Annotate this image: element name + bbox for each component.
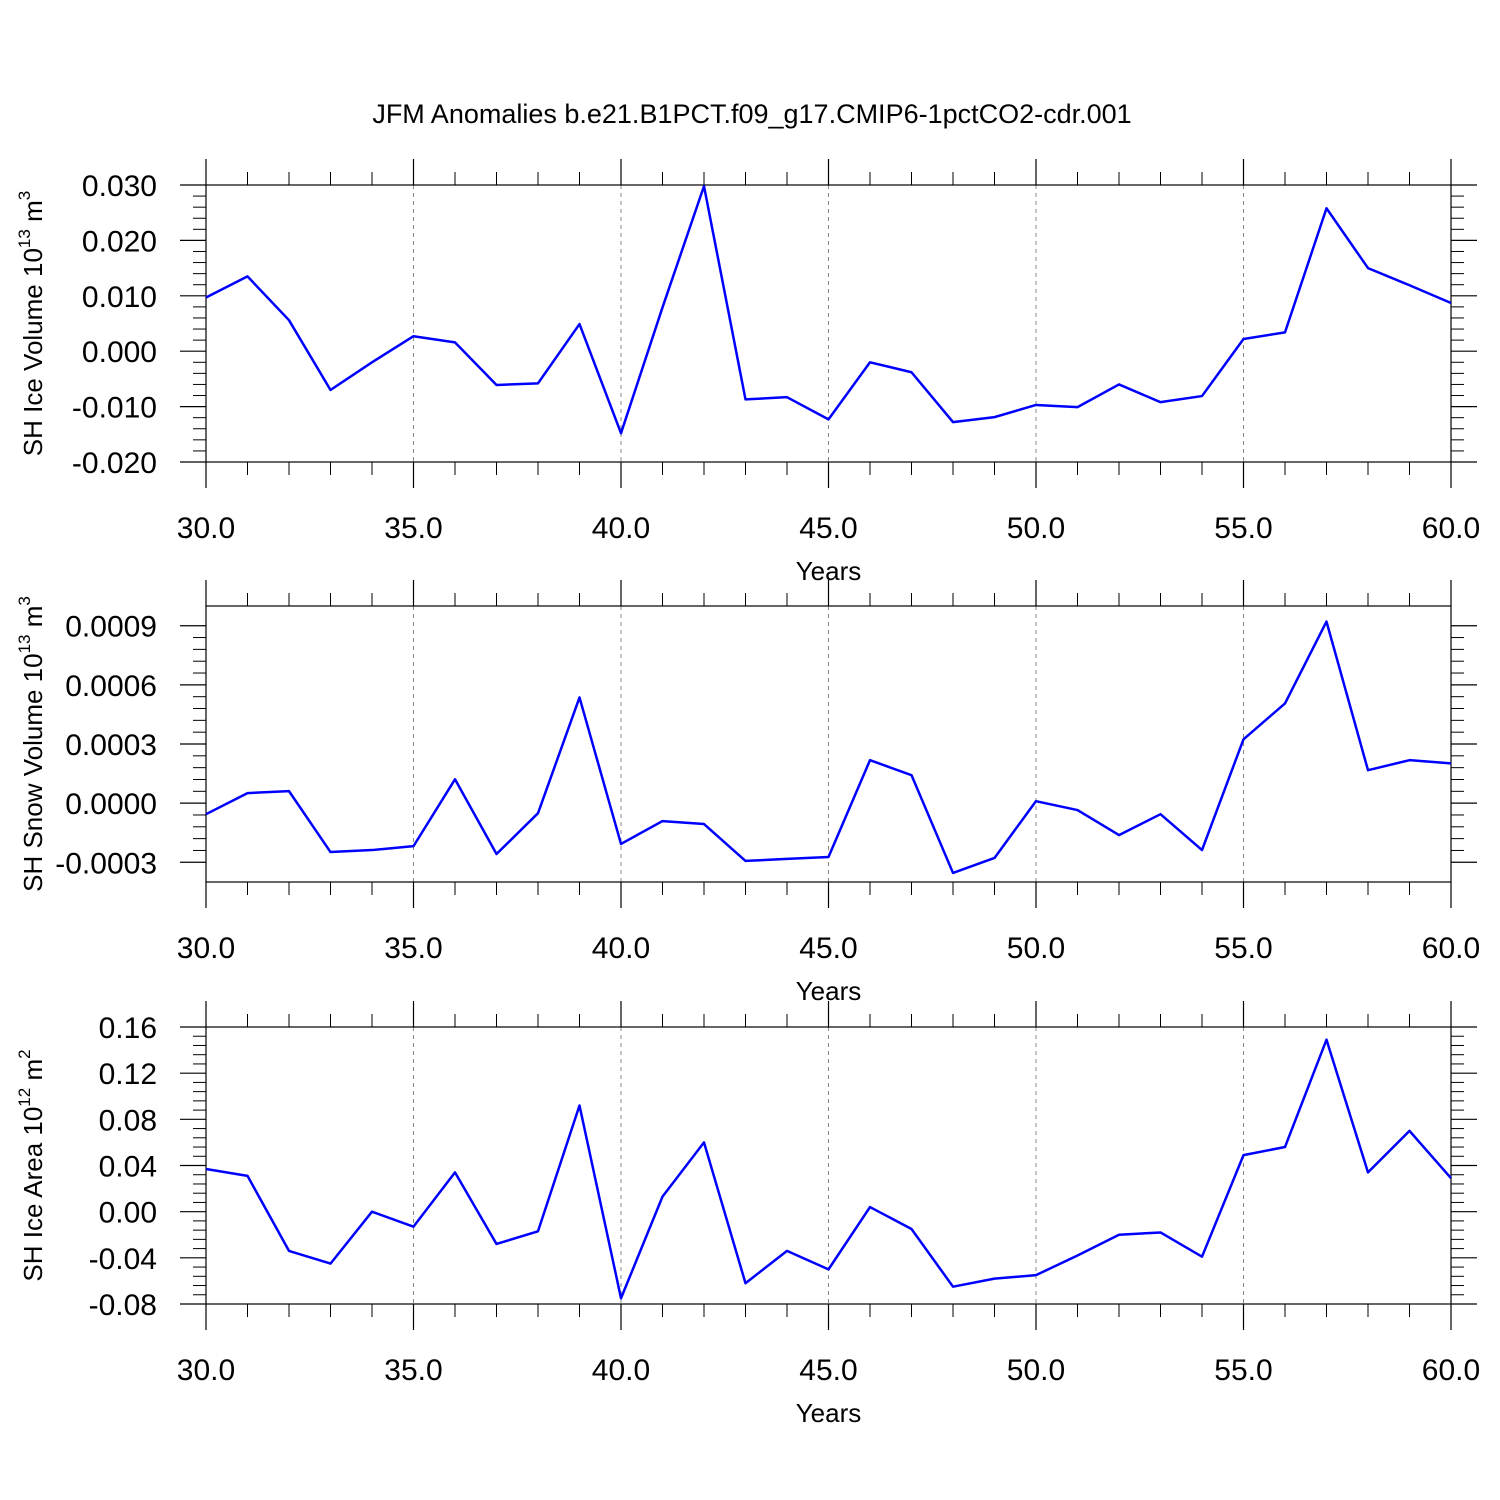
y-axis-label-exponent: 2 xyxy=(15,1049,34,1058)
y-tick-label: -0.08 xyxy=(89,1289,157,1322)
plot-frame xyxy=(205,184,1452,463)
y-tick-label: -0.0003 xyxy=(55,847,157,880)
x-tick-label: 35.0 xyxy=(384,512,442,545)
y-tick-label: 0.12 xyxy=(99,1058,157,1091)
y-axis-label: SH Ice Area 1012 m2 xyxy=(15,1049,48,1281)
x-tick-label: 30.0 xyxy=(177,932,235,965)
y-tick-label: -0.04 xyxy=(89,1243,157,1276)
y-axis-label-exponent: 13 xyxy=(15,634,34,653)
y-axis-label-part: SH Ice Area 10 xyxy=(18,1107,48,1282)
y-axis-label: SH Ice Volume 1013 m3 xyxy=(15,191,48,456)
plot-frame xyxy=(205,605,1452,883)
y-tick-label: 0.00 xyxy=(99,1197,157,1230)
y-axis-label-part: SH Ice Volume 10 xyxy=(18,248,48,456)
y-tick-label: 0.030 xyxy=(82,170,157,203)
x-axis-label: Years xyxy=(796,1398,862,1428)
y-tick-label: 0.020 xyxy=(82,225,157,258)
x-tick-label: 55.0 xyxy=(1214,1354,1272,1387)
x-tick-label: 50.0 xyxy=(1007,512,1065,545)
x-tick-label: 55.0 xyxy=(1214,932,1272,965)
x-tick-label: 35.0 xyxy=(384,932,442,965)
data-line xyxy=(205,620,1452,875)
data-line xyxy=(205,184,1452,435)
y-axis-label-part: SH Snow Volume 10 xyxy=(18,653,48,891)
x-tick-label: 30.0 xyxy=(177,512,235,545)
x-tick-label: 30.0 xyxy=(177,1354,235,1387)
y-axis-label-part: m xyxy=(18,1059,48,1088)
x-tick-label: 45.0 xyxy=(799,512,857,545)
y-tick-label: 0.0000 xyxy=(65,788,157,821)
data-line xyxy=(205,1038,1452,1300)
x-tick-label: 35.0 xyxy=(384,1354,442,1387)
x-tick-label: 60.0 xyxy=(1422,932,1480,965)
x-tick-label: 50.0 xyxy=(1007,932,1065,965)
y-tick-label: 0.0006 xyxy=(65,670,157,703)
y-axis-label-exponent: 3 xyxy=(15,191,34,200)
y-tick-label: 0.16 xyxy=(99,1012,157,1045)
chart-title: JFM Anomalies b.e21.B1PCT.f09_g17.CMIP6-… xyxy=(372,99,1131,129)
x-tick-label: 45.0 xyxy=(799,1354,857,1387)
x-tick-label: 50.0 xyxy=(1007,1354,1065,1387)
y-axis-label-part: m xyxy=(18,606,48,635)
y-axis-label-exponent: 3 xyxy=(15,596,34,605)
y-axis-label-part: m xyxy=(18,200,48,229)
y-tick-label: 0.04 xyxy=(99,1151,157,1184)
y-tick-label: -0.020 xyxy=(72,447,157,480)
x-tick-label: 45.0 xyxy=(799,932,857,965)
y-tick-label: -0.010 xyxy=(72,392,157,425)
y-tick-label: 0.0009 xyxy=(65,611,157,644)
y-axis-label-exponent: 13 xyxy=(15,229,34,248)
y-axis-label-exponent: 12 xyxy=(15,1088,34,1107)
y-tick-label: 0.010 xyxy=(82,281,157,314)
x-tick-label: 55.0 xyxy=(1214,512,1272,545)
y-tick-label: 0.08 xyxy=(99,1104,157,1137)
plot-frame xyxy=(205,1026,1452,1305)
x-tick-label: 60.0 xyxy=(1422,512,1480,545)
y-tick-label: 0.000 xyxy=(82,336,157,369)
x-tick-label: 40.0 xyxy=(592,932,650,965)
y-tick-label: 0.0003 xyxy=(65,729,157,762)
x-tick-label: 40.0 xyxy=(592,1354,650,1387)
x-tick-label: 40.0 xyxy=(592,512,650,545)
y-axis-label: SH Snow Volume 1013 m3 xyxy=(15,596,48,892)
x-tick-label: 60.0 xyxy=(1422,1354,1480,1387)
